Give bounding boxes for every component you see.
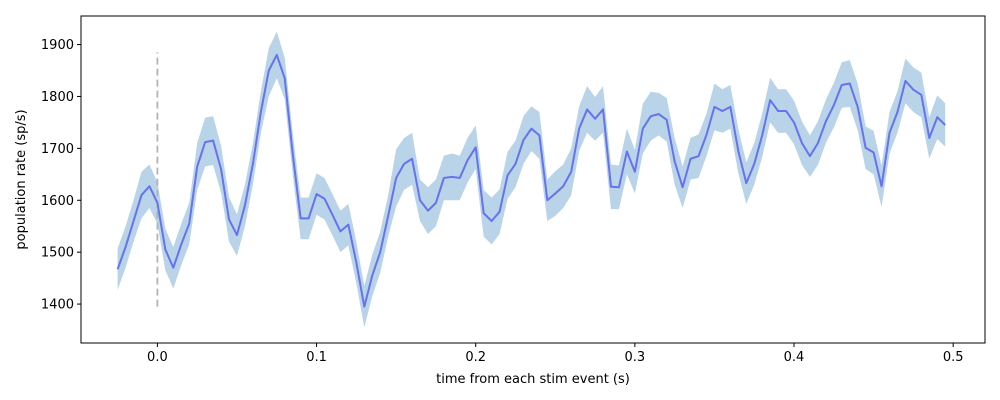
y-tick-label: 1500 <box>41 246 74 261</box>
x-tick-label: 0.3 <box>625 350 646 365</box>
x-axis-ticks: 0.0 0.1 0.2 0.3 0.4 0.5 <box>147 343 964 365</box>
confidence-band <box>117 31 946 328</box>
series-line <box>116 53 946 308</box>
x-tick-label: 0.1 <box>306 350 327 365</box>
y-tick-label: 1900 <box>41 38 74 53</box>
x-tick-label: 0.4 <box>784 350 805 365</box>
x-tick-label: 0.2 <box>465 350 486 365</box>
x-axis-label: time from each stim event (s) <box>436 372 630 387</box>
x-tick-label: 0.5 <box>943 350 964 365</box>
x-tick-label: 0.0 <box>147 350 168 365</box>
y-axis-ticks: 1400 1500 1600 1700 1800 1900 <box>41 38 81 313</box>
y-tick-label: 1600 <box>41 194 74 209</box>
y-tick-label: 1800 <box>41 90 74 105</box>
confidence-band-layer <box>117 31 946 328</box>
plot-frame <box>80 15 986 344</box>
y-tick-label: 1400 <box>41 298 74 313</box>
y-axis-label: population rate (sp/s) <box>14 109 29 249</box>
series-line-layer <box>116 53 946 308</box>
y-tick-label: 1700 <box>41 142 74 157</box>
